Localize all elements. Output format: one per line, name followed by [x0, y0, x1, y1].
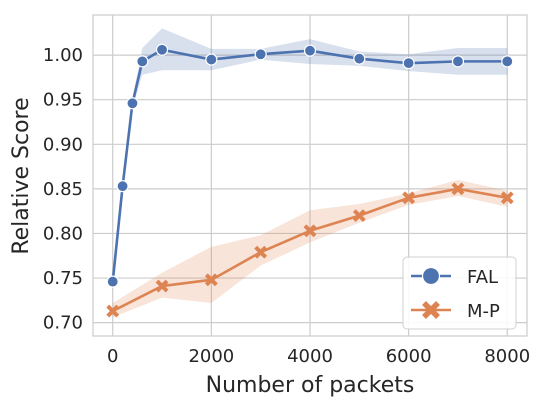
y-tick-label: 1.00	[43, 45, 83, 66]
x-tick-label: 6000	[386, 346, 432, 367]
y-axis-label: Relative Score	[9, 97, 34, 254]
legend-fal-label: FAL	[467, 267, 498, 288]
fal-point	[106, 275, 119, 288]
y-tick-label: 0.70	[43, 313, 83, 334]
legend: FAL M-P	[402, 256, 517, 330]
y-tick-label: 0.95	[43, 90, 83, 111]
fal-point	[402, 57, 415, 70]
fal-confidence-band	[112, 28, 508, 284]
x-tick-label: 0	[107, 346, 118, 367]
fal-point	[126, 97, 139, 110]
y-tick-label: 0.75	[43, 268, 83, 289]
x-axis-label: Number of packets	[206, 373, 415, 398]
y-tick-label: 0.90	[43, 134, 83, 155]
m-p-point	[352, 209, 366, 223]
series-markers	[106, 43, 514, 318]
fal-point	[205, 53, 218, 66]
confidence-bands	[112, 28, 508, 318]
m-p-point	[303, 224, 317, 238]
m-p-point	[204, 273, 218, 287]
fal-point	[136, 55, 149, 68]
fal-point	[501, 55, 514, 68]
m-p-point	[451, 182, 465, 196]
m-p-point	[155, 279, 169, 293]
fal-point	[254, 48, 267, 61]
fal-line	[111, 48, 508, 282]
legend-fal-marker	[421, 266, 441, 286]
y-tick-label: 0.80	[43, 223, 83, 244]
m-p-point	[402, 191, 416, 205]
legend-m-p-label: M-P	[467, 301, 500, 322]
fal-point	[303, 44, 317, 57]
fal-point	[451, 55, 465, 68]
x-tick-label: 2000	[188, 346, 234, 367]
x-tick-label: 4000	[287, 346, 333, 367]
m-p-point	[254, 245, 268, 259]
fal-point	[116, 180, 129, 193]
x-tick-labels: 0 2000 4000 6000 8000	[107, 346, 530, 367]
x-tick-label: 8000	[484, 346, 530, 367]
m-p-confidence-band	[112, 179, 508, 318]
m-p-point	[106, 304, 120, 318]
y-tick-labels: 0.70 0.75 0.80 0.85 0.90 0.95 1.00	[43, 45, 83, 334]
fal-point	[353, 52, 366, 65]
legend-m-p-marker	[422, 301, 440, 319]
fal-point	[155, 43, 169, 56]
y-tick-label: 0.85	[43, 179, 83, 200]
m-p-point	[500, 191, 514, 205]
